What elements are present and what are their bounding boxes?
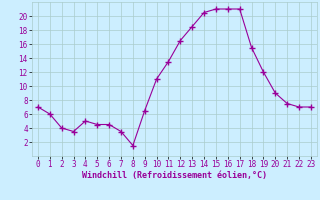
X-axis label: Windchill (Refroidissement éolien,°C): Windchill (Refroidissement éolien,°C) — [82, 171, 267, 180]
